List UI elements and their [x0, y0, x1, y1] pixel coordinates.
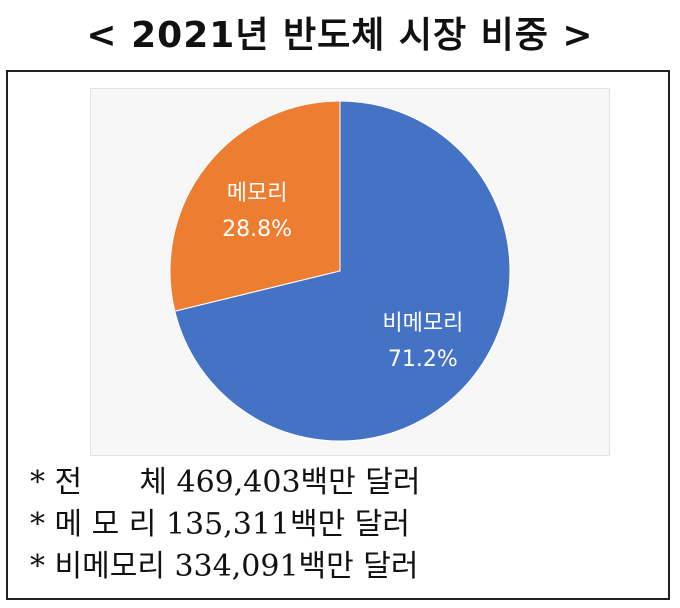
- label-non-memory-category: 비메모리: [382, 311, 463, 336]
- note-non-memory: * 비메모리 334,091백만 달러: [30, 549, 419, 584]
- note-memory: * 메 모 리 135,311백만 달러: [30, 507, 410, 542]
- label-non-memory-value: 71.2%: [388, 347, 458, 372]
- chart-title: < 2021년 반도체 시장 비중 >: [86, 15, 594, 56]
- figure-frame: [6, 70, 670, 600]
- label-memory: 메모리 28.8%: [222, 181, 292, 242]
- slice-non-memory: [174, 100, 511, 442]
- label-memory-value: 28.8%: [222, 217, 292, 242]
- label-non-memory: 비메모리 71.2%: [382, 311, 463, 372]
- slice-memory: [169, 100, 341, 312]
- label-memory-category: 메모리: [227, 181, 288, 206]
- note-total: * 전 체 469,403백만 달러: [30, 465, 421, 500]
- notes: * 전 체 469,403백만 달러 * 메 모 리 135,311백만 달러 …: [30, 462, 650, 588]
